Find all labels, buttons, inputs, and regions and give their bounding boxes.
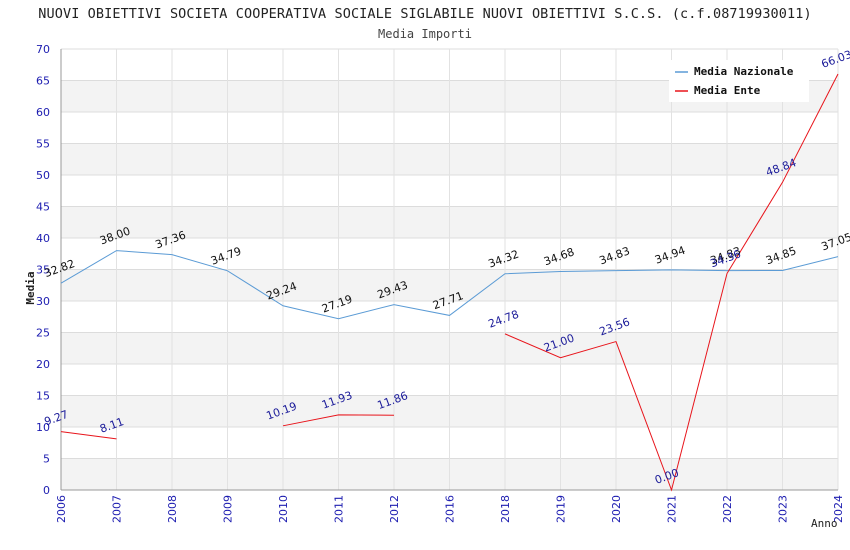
data-label-nazionale: 34.85: [764, 244, 798, 267]
y-tick-label: 10: [36, 421, 50, 434]
data-label-nazionale: 34.68: [542, 245, 576, 268]
x-tick-label: 2018: [499, 495, 512, 523]
legend: Media Nazionale Media Ente: [669, 60, 809, 102]
data-label-nazionale: 34.32: [487, 248, 521, 271]
y-tick-label: 35: [36, 264, 50, 277]
x-tick-labels: 2006 2007 2008 2009 2010 2011 2012 2016 2018 2019…: [55, 495, 845, 523]
x-tick-label: 2011: [333, 495, 346, 523]
data-label-ente: 24.78: [487, 308, 521, 331]
y-tick-label: 25: [36, 327, 50, 340]
x-tick-label: 2016: [444, 495, 457, 523]
legend-label-naz: Media Nazionale: [694, 65, 794, 78]
y-tick-label: 0: [43, 484, 50, 497]
x-tick-label: 2019: [555, 495, 568, 523]
legend-box: [669, 60, 809, 102]
y-tick-label: 50: [36, 169, 50, 182]
chart-title: NUOVI OBIETTIVI SOCIETA COOPERATIVA SOCI…: [38, 6, 812, 22]
x-tick-label: 2023: [777, 495, 790, 523]
series-line-nazionale: [60, 250, 839, 320]
x-tick-label: 2006: [55, 495, 68, 523]
y-tick-label: 55: [36, 138, 50, 151]
data-label-nazionale: 34.83: [598, 244, 632, 267]
data-label-nazionale: 34.79: [209, 245, 243, 268]
x-tick-label: 2009: [222, 495, 235, 523]
y-tick-label: 5: [43, 453, 50, 466]
y-axis-label: Media: [24, 271, 37, 304]
axes: [60, 49, 838, 491]
x-tick-label: 2010: [277, 495, 290, 523]
y-tick-label: 40: [36, 232, 50, 245]
y-tick-label: 65: [36, 75, 50, 88]
series-line-ente: [60, 431, 117, 440]
y-tick-label: 30: [36, 295, 50, 308]
y-tick-label: 60: [36, 106, 50, 119]
y-tick-labels: 0 5 10 15 20 25 30 35 40 45 50 55 60 65 70: [36, 43, 50, 497]
x-tick-label: 2024: [832, 495, 845, 523]
x-tick-label: 2022: [721, 495, 734, 523]
series-line-ente: [282, 414, 395, 427]
y-tick-label: 20: [36, 358, 50, 371]
x-tick-label: 2020: [610, 495, 623, 523]
series-line-ente: [504, 73, 839, 492]
x-tick-label: 2007: [111, 495, 124, 523]
x-tick-label: 2012: [388, 495, 401, 523]
x-axis-label: Anno: [811, 517, 838, 530]
series-lines: [60, 73, 839, 492]
y-tick-label: 70: [36, 43, 50, 56]
legend-label-ente: Media Ente: [694, 84, 761, 97]
x-tick-label: 2021: [666, 495, 679, 523]
data-label-ente: 66.03: [820, 48, 850, 71]
y-tick-label: 45: [36, 201, 50, 214]
y-tick-label: 15: [36, 390, 50, 403]
x-tick-label: 2008: [166, 495, 179, 523]
chart-subtitle: Media Importi: [378, 27, 472, 41]
data-label-nazionale: 34.94: [653, 244, 687, 267]
